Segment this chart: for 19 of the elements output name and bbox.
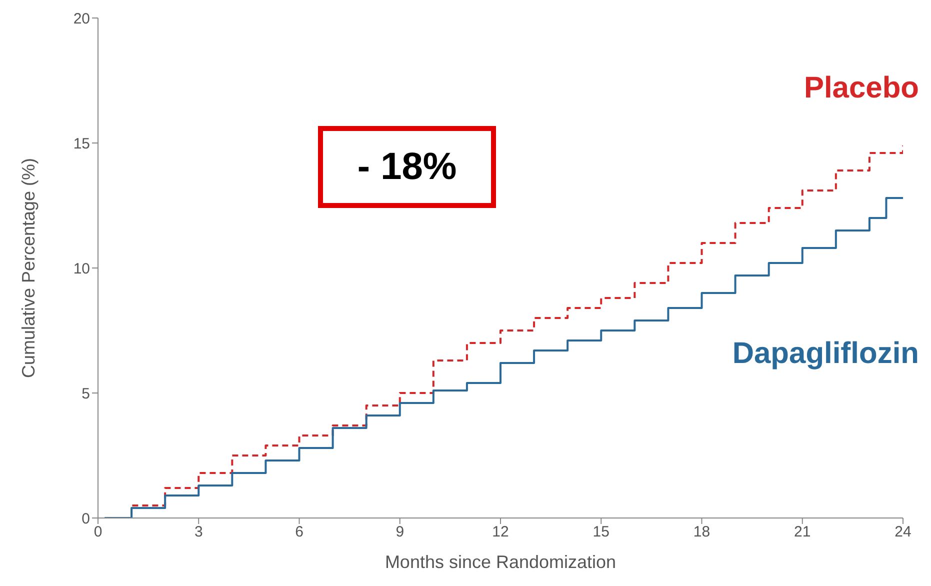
y-tick-label: 10	[73, 260, 90, 278]
x-tick-label: 0	[94, 524, 102, 541]
y-tick-label: 15	[73, 135, 90, 152]
x-axis-title: Months since Randomization	[384, 552, 616, 572]
x-tick-label: 24	[894, 524, 912, 541]
series-label: Placebo	[804, 72, 919, 104]
x-tick-label: 12	[492, 524, 509, 541]
x-tick-label: 15	[592, 524, 610, 541]
box-outline: - 18%	[318, 126, 496, 208]
x-tick-label: 18	[693, 524, 710, 541]
x-tick-label: 3	[194, 524, 203, 541]
x-tick-label: 9	[396, 524, 404, 541]
y-tick-label: 0	[82, 510, 90, 528]
y-axis-title: Cumulative Percentage (%)	[18, 158, 38, 378]
x-tick-label: 6	[295, 524, 304, 541]
y-tick-label: 20	[73, 10, 90, 28]
y-tick-label: 5	[82, 385, 90, 402]
series-label: Dapagliflozin	[732, 337, 919, 370]
x-tick-label: 21	[794, 524, 811, 541]
